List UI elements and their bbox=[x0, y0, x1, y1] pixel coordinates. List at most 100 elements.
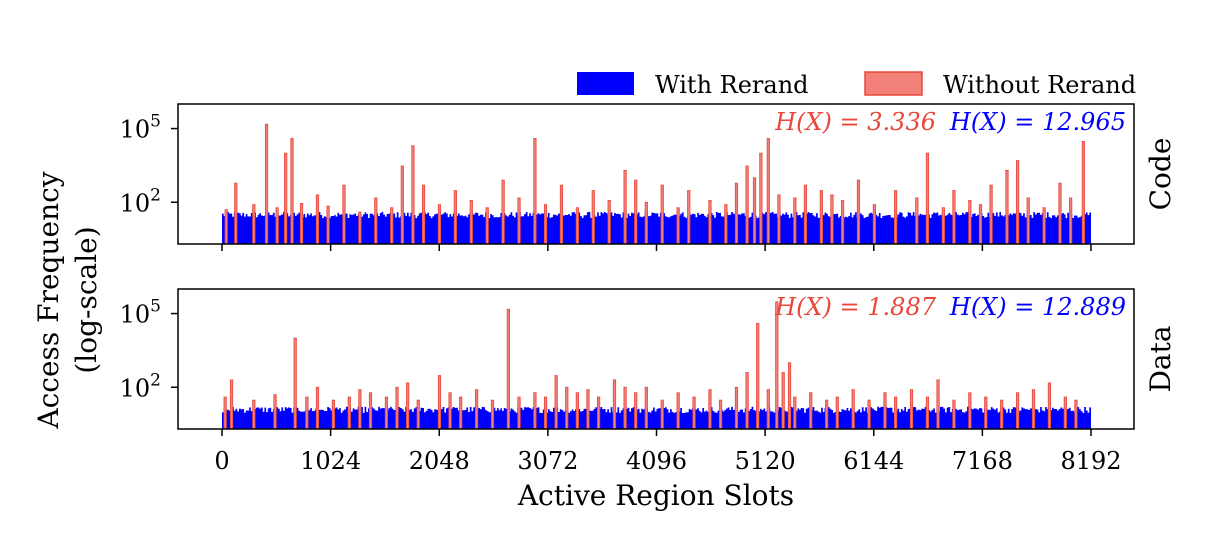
without-rerand-bar bbox=[252, 204, 256, 245]
without-rerand-bar bbox=[1058, 182, 1062, 245]
without-rerand-bar bbox=[692, 396, 696, 430]
x-tick-label: 8192 bbox=[1060, 447, 1121, 475]
without-rerand-bar bbox=[660, 184, 664, 245]
without-rerand-bar bbox=[809, 392, 813, 430]
without-rerand-bar bbox=[676, 392, 680, 430]
without-rerand-bar bbox=[759, 152, 763, 245]
without-rerand-bar bbox=[644, 201, 648, 245]
x-axis-title: Active Region Slots bbox=[517, 479, 794, 512]
without-rerand-bar bbox=[390, 207, 394, 245]
y-ticks-data: 105 102 bbox=[120, 297, 178, 402]
without-rerand-bar bbox=[752, 177, 757, 245]
without-rerand-bar bbox=[623, 169, 627, 245]
y-tick-label: 105 bbox=[120, 112, 161, 144]
without-rerand-bar bbox=[978, 204, 983, 245]
without-rerand-bar bbox=[840, 199, 845, 245]
x-tick-label: 3072 bbox=[517, 447, 578, 475]
without-rerand-bar bbox=[724, 204, 728, 245]
without-rerand-bar bbox=[293, 337, 297, 430]
entropy-code-with: H(X) = 12.965 bbox=[949, 108, 1126, 136]
without-rerand-bar bbox=[1026, 197, 1030, 245]
without-rerand-bar bbox=[1081, 141, 1085, 245]
without-rerand-bar bbox=[326, 205, 330, 245]
panel-label-code: Code bbox=[1144, 138, 1177, 211]
legend-label-with-rerand: With Rerand bbox=[655, 71, 809, 99]
without-rerand-bar bbox=[989, 184, 993, 245]
without-rerand-bar bbox=[623, 386, 627, 430]
x-tick-label: 0 bbox=[214, 447, 229, 475]
without-rerand-bar bbox=[968, 199, 972, 245]
x-tick-label: 4096 bbox=[626, 447, 687, 475]
without-rerand-bar bbox=[543, 204, 548, 245]
without-rerand-bar bbox=[234, 182, 238, 245]
without-rerand-bar bbox=[565, 386, 569, 430]
without-rerand-bar bbox=[1074, 399, 1078, 430]
with-rerand-bars bbox=[222, 211, 1091, 244]
without-rerand-bar bbox=[501, 179, 505, 245]
legend-label-without-rerand: Without Rerand bbox=[943, 71, 1136, 99]
legend: With Rerand Without Rerand bbox=[577, 71, 1136, 99]
without-rerand-bar bbox=[734, 182, 739, 245]
y-tick-label: 102 bbox=[120, 185, 161, 217]
without-rerand-bar bbox=[634, 392, 638, 430]
y-axis-title: Access Frequency (log-scale) bbox=[32, 171, 103, 429]
without-rerand-bar bbox=[474, 389, 479, 430]
y-tick-label: 105 bbox=[120, 297, 161, 329]
legend-swatch-with-rerand bbox=[577, 72, 634, 95]
without-rerand-bar bbox=[358, 389, 362, 430]
without-rerand-bar bbox=[925, 152, 930, 245]
without-rerand-bar bbox=[299, 202, 304, 245]
with-rerand-bars bbox=[222, 406, 1091, 429]
x-tick-label: 6144 bbox=[843, 447, 904, 475]
without-rerand-bar bbox=[400, 165, 404, 245]
without-rerand-bar bbox=[315, 194, 320, 245]
without-rerand-bar bbox=[575, 207, 579, 245]
without-rerand-bar bbox=[533, 137, 537, 245]
y-tick-label: 102 bbox=[120, 370, 161, 402]
x-tick-label: 1024 bbox=[300, 447, 361, 475]
without-rerand-bar bbox=[586, 389, 590, 430]
without-rerand-bar bbox=[915, 197, 919, 245]
without-rerand-bar bbox=[894, 190, 898, 245]
without-rerand-bar bbox=[533, 392, 537, 430]
without-rerand-bar bbox=[851, 389, 855, 430]
without-rerand-bar bbox=[909, 389, 914, 430]
x-ticks-code bbox=[221, 244, 1092, 251]
without-rerand-bar bbox=[607, 199, 611, 245]
without-rerand-bar bbox=[490, 399, 495, 430]
without-rerand-bar bbox=[224, 209, 228, 245]
without-rerand-bar bbox=[1005, 169, 1009, 245]
without-rerand-bar bbox=[883, 392, 887, 430]
without-rerand-bar bbox=[284, 152, 288, 245]
y-axis-title-line2: (log-scale) bbox=[70, 226, 103, 373]
without-rerand-bar bbox=[835, 396, 839, 430]
without-rerand-bar bbox=[872, 204, 876, 245]
without-rerand-bar bbox=[315, 386, 320, 430]
without-rerand-bar bbox=[952, 399, 956, 430]
without-rerand-bar bbox=[347, 396, 351, 430]
without-rerand-bar bbox=[830, 194, 834, 245]
without-rerand-bar bbox=[448, 392, 452, 430]
without-rerand-bar bbox=[756, 322, 760, 430]
legend-swatch-without-rerand bbox=[864, 71, 923, 96]
x-ticks-data: 0 1024 2048 3072 4096 5120 6144 7168 8192 bbox=[214, 429, 1122, 475]
without-rerand-bar bbox=[453, 190, 457, 245]
without-rerand-bar bbox=[612, 379, 617, 430]
without-rerand-bar bbox=[305, 396, 309, 430]
entropy-data-with: H(X) = 12.889 bbox=[949, 293, 1126, 321]
panel-data: 105 102 0 1024 2048 3072 4096 5120 6144 7168 8192… bbox=[120, 288, 1177, 475]
without-rerand-bar bbox=[968, 392, 972, 430]
without-rerand-bar bbox=[867, 399, 871, 430]
without-rerand-bar bbox=[406, 382, 410, 430]
without-rerand-bar bbox=[1069, 197, 1073, 245]
without-rerand-bar bbox=[952, 190, 956, 245]
without-rerand-bar bbox=[781, 372, 785, 430]
without-rerand-bar bbox=[384, 396, 389, 430]
without-rerand-bar bbox=[1047, 382, 1052, 430]
without-rerand-bar bbox=[416, 399, 420, 430]
without-rerand-bar bbox=[559, 184, 564, 245]
without-rerand-bar bbox=[708, 199, 712, 245]
without-rerand-bar bbox=[517, 396, 521, 430]
without-rerand-bar bbox=[517, 197, 521, 245]
without-rerand-bar bbox=[1031, 389, 1036, 430]
